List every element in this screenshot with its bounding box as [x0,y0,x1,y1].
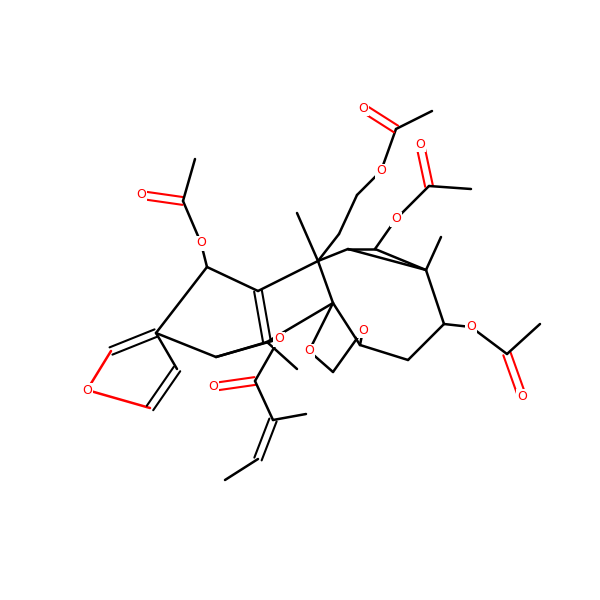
Text: O: O [358,323,368,337]
Text: O: O [136,188,146,202]
Text: O: O [517,389,527,403]
Text: O: O [391,212,401,226]
Text: O: O [415,137,425,151]
Text: O: O [274,332,284,346]
Text: O: O [196,236,206,250]
Text: O: O [82,383,92,397]
Text: O: O [304,344,314,358]
Text: O: O [466,320,476,334]
Text: O: O [208,380,218,394]
Text: O: O [358,101,368,115]
Text: O: O [376,164,386,178]
